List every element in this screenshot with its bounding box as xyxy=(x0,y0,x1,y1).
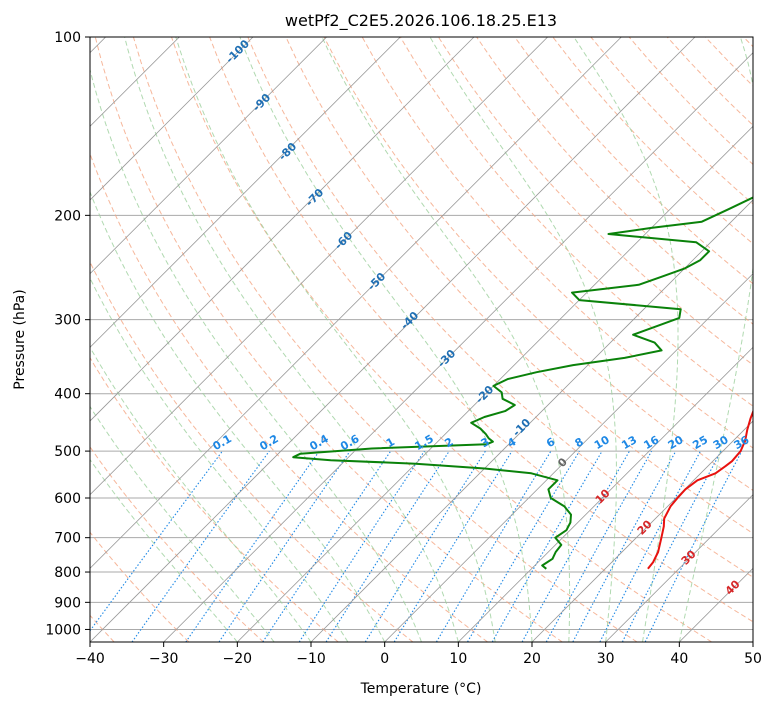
isotherm-line xyxy=(90,37,475,422)
moist-adiabat-line xyxy=(573,37,679,642)
x-tick-label: −30 xyxy=(149,651,179,667)
dry-adiabat-line xyxy=(285,37,753,535)
isotherm-line xyxy=(531,420,753,642)
y-tick-label: 900 xyxy=(54,595,81,611)
y-tick-label: 600 xyxy=(54,491,81,507)
mixing-ratio-line xyxy=(262,450,392,642)
isotherm-line xyxy=(90,37,327,275)
x-tick-label: 20 xyxy=(523,651,541,667)
y-tick-label: 400 xyxy=(54,387,81,403)
dry-adiabat-line xyxy=(323,37,753,491)
isotherm-line xyxy=(310,199,753,642)
moist-adiabat-line xyxy=(90,405,275,642)
mixing-ratio-line xyxy=(185,450,320,642)
mixing-ratio-line xyxy=(521,450,630,642)
mixing-ratio-line xyxy=(621,450,722,642)
isotherm-line xyxy=(384,273,753,642)
y-tick-label: 300 xyxy=(54,313,81,329)
mixing-ratio-line xyxy=(131,450,270,642)
mixing-ratio-lines xyxy=(90,450,743,642)
moist-adiabat-line xyxy=(321,37,571,642)
y-axis-ticks: 1000 900 800 700 600 500 400 300 200 100 xyxy=(45,30,90,638)
y-tick-label: 500 xyxy=(54,444,81,460)
dry-adiabat-line xyxy=(247,37,753,578)
isotherm-line xyxy=(237,125,753,642)
x-tick-label: 0 xyxy=(380,651,389,667)
x-tick-label: 40 xyxy=(670,651,688,667)
mixing-ratio-line xyxy=(298,450,425,642)
mixing-ratio-line xyxy=(364,450,486,642)
moist-adiabat-line xyxy=(90,458,238,642)
mixing-ratio-line xyxy=(325,450,450,642)
chart-title: wetPf2_C2E5.2026.106.18.25.E13 xyxy=(285,11,557,31)
mixing-ratio-line xyxy=(572,450,677,642)
isotherm-line xyxy=(163,52,753,642)
x-tick-label: −20 xyxy=(223,651,253,667)
x-axis-ticks: −40 −30 −20 −10 0 10 20 30 40 50 xyxy=(75,642,762,667)
mixing-ratio-line xyxy=(218,450,351,642)
mixing-ratio-line xyxy=(90,450,223,632)
dry-adiabat-line xyxy=(209,37,753,623)
isotherm-line xyxy=(90,37,622,569)
isotherm-line xyxy=(90,37,548,496)
isotherm-line xyxy=(90,37,401,348)
mixing-ratio-line xyxy=(393,450,513,642)
moist-adiabat-line xyxy=(239,37,533,642)
dewpoint-line xyxy=(292,196,753,570)
dry-adiabat-line xyxy=(94,37,563,642)
y-tick-label: 700 xyxy=(54,531,81,547)
dry-adiabat-line xyxy=(171,37,712,642)
moist-adiabat-line xyxy=(678,37,753,642)
moist-adiabats xyxy=(90,37,753,642)
x-axis-label: Temperature (°C) xyxy=(360,681,482,697)
dry-adiabat-line xyxy=(90,152,488,642)
dry-adiabat-line xyxy=(361,37,753,449)
y-tick-label: 100 xyxy=(54,30,81,46)
isotherm-gridlines xyxy=(90,37,753,642)
moist-adiabat-line xyxy=(90,67,422,642)
mixing-ratio-line xyxy=(599,450,701,642)
dry-adiabat-line xyxy=(90,446,264,642)
temperature-line xyxy=(647,409,753,570)
dry-adiabat-line xyxy=(90,531,190,642)
y-tick-label: 800 xyxy=(54,565,81,581)
dry-adiabat-line xyxy=(90,356,339,642)
mixing-ratio-line xyxy=(435,450,552,642)
y-axis-label: Pressure (hPa) xyxy=(12,289,28,389)
mixing-ratio-line xyxy=(644,450,743,642)
dry-adiabat-line xyxy=(399,37,753,407)
plot-frame xyxy=(89,36,754,643)
isotherm-line xyxy=(605,494,753,642)
mixing-ratio-line xyxy=(545,450,653,642)
x-tick-label: −40 xyxy=(75,651,105,667)
moist-adiabat-line xyxy=(90,190,386,642)
profile-series xyxy=(292,196,753,570)
x-tick-label: −10 xyxy=(296,651,326,667)
isotherm-line xyxy=(90,37,696,642)
moist-adiabat-line xyxy=(124,37,459,642)
x-tick-label: 10 xyxy=(449,651,467,667)
moist-adiabat-line xyxy=(175,37,496,642)
y-tick-label: 200 xyxy=(54,208,81,224)
plot-area: -100-90-80-70-60-50-40-30-20-10010203040… xyxy=(90,37,753,642)
x-tick-label: 50 xyxy=(744,651,762,667)
x-tick-label: 30 xyxy=(597,651,615,667)
y-tick-label: 1000 xyxy=(45,622,81,638)
isotherm-line xyxy=(90,37,254,201)
moist-adiabat-line xyxy=(429,37,617,642)
moist-adiabat-line xyxy=(90,277,349,642)
dry-adiabat-line xyxy=(514,37,753,285)
dry-adiabat-line xyxy=(132,37,638,642)
